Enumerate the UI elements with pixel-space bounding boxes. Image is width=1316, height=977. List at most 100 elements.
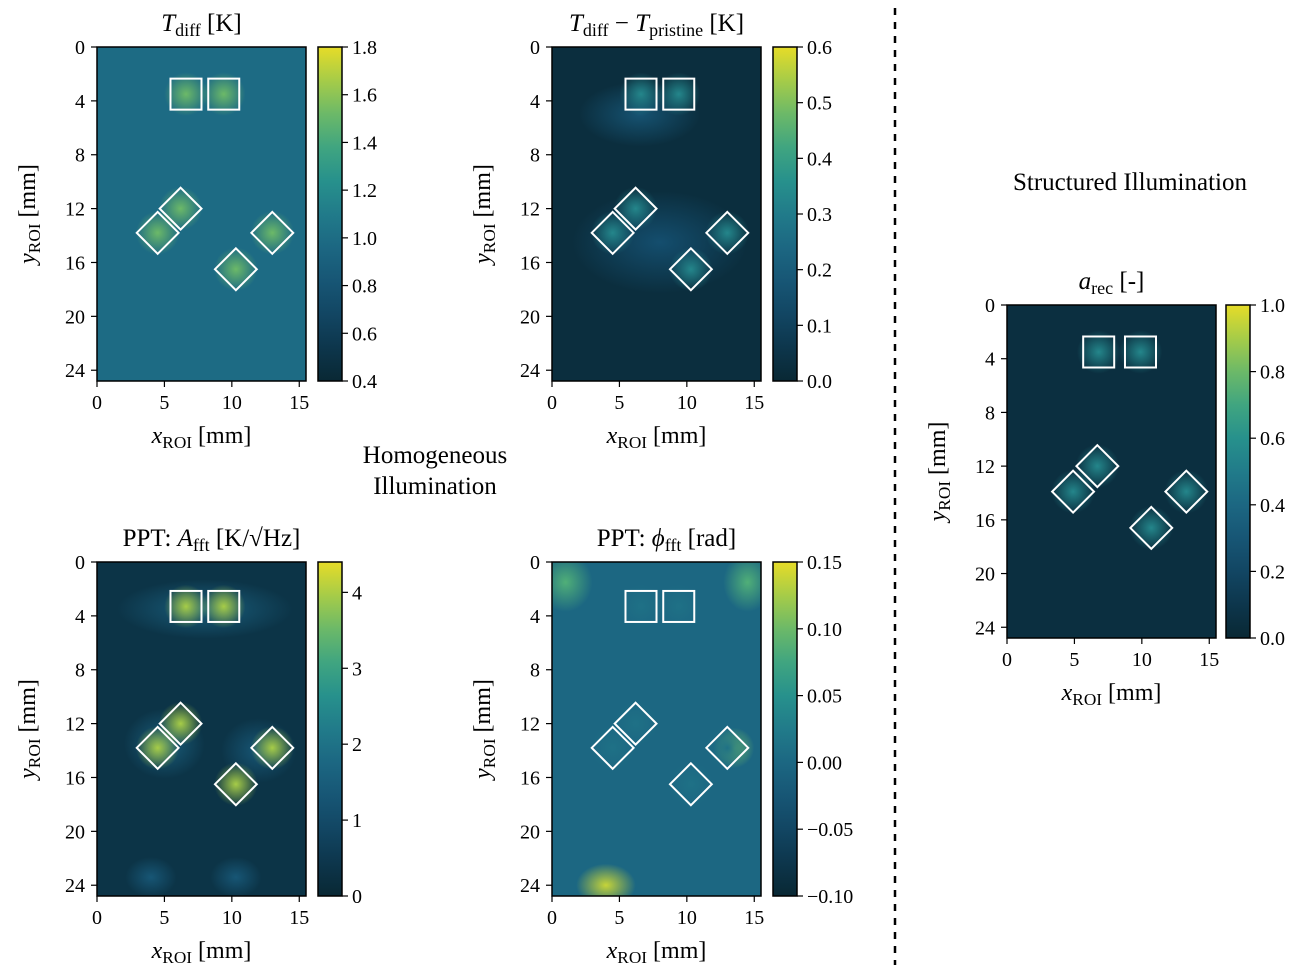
colorbar-tick-label: 4 <box>352 582 362 604</box>
y-tick-label: 20 <box>65 306 85 328</box>
y-tick-label: 4 <box>75 91 85 113</box>
defect-marker-diamond <box>213 246 259 292</box>
colorbar-tick-label: 0.8 <box>352 276 377 298</box>
x-tick-label: 15 <box>1199 649 1219 671</box>
defect-marker-diamond <box>158 186 203 231</box>
defect-marker-diamond <box>1050 469 1096 514</box>
y-tick-label: 16 <box>520 767 540 789</box>
colorbar <box>317 46 343 382</box>
x-tick-label: 10 <box>677 392 697 414</box>
x-tick-label: 10 <box>222 392 242 414</box>
structured-illumination-label: Structured Illumination <box>1013 169 1247 196</box>
defect-hotspot <box>590 726 635 770</box>
y-axis-label: yROI [mm] <box>15 679 44 781</box>
colorbar-tick-label: 1.6 <box>352 85 377 107</box>
homogeneous-illumination-label: Homogeneous Illumination <box>330 440 540 502</box>
defect-marker-square <box>1123 335 1157 369</box>
colorbar-tick-label: 0.0 <box>1260 628 1285 650</box>
x-tick-label: 5 <box>614 392 624 414</box>
y-tick-label: 24 <box>520 360 540 382</box>
defect-hotspot <box>669 247 713 291</box>
defect-hotspot <box>250 211 294 255</box>
homogeneous-label-line1: Homogeneous <box>362 442 508 469</box>
colorbar <box>772 46 798 382</box>
y-tick-label: 16 <box>65 252 85 274</box>
y-tick-label: 12 <box>975 456 995 478</box>
defect-hotspot <box>657 584 701 629</box>
x-tick-label: 10 <box>677 907 697 929</box>
colorbar-tick-label: 0.4 <box>1260 495 1285 517</box>
colorbar-tick-label: 0 <box>352 886 362 908</box>
defect-hotspot <box>202 584 246 629</box>
colorbar-tick-label: 0.6 <box>352 323 377 345</box>
y-tick-label: 20 <box>520 821 540 843</box>
defect-hotspot <box>590 211 635 255</box>
homogeneous-label-line2: Illumination <box>373 473 497 500</box>
y-tick-label: 16 <box>520 252 540 274</box>
y-axis-label: yROI [mm] <box>470 164 499 266</box>
colorbar-tick-label: 1.2 <box>352 180 377 202</box>
colorbar-tick-label: 1.0 <box>352 228 377 250</box>
defect-marker-diamond <box>249 210 295 256</box>
y-tick-label: 8 <box>530 660 540 682</box>
x-tick-label: 0 <box>92 907 102 929</box>
y-tick-label: 24 <box>520 875 540 897</box>
x-tick-label: 5 <box>1069 649 1079 671</box>
defect-marker-diamond <box>1074 443 1120 489</box>
defect-hotspot <box>657 72 701 116</box>
colorbar-tick-label: 0.1 <box>807 315 832 337</box>
defect-hotspot <box>1076 330 1121 374</box>
x-tick-label: 15 <box>744 392 764 414</box>
y-tick-label: 0 <box>530 37 540 59</box>
x-tick-label: 5 <box>159 392 169 414</box>
colorbar-tick-label: −0.05 <box>807 819 853 841</box>
colorbar-tick-label: 1.0 <box>1260 295 1285 317</box>
x-tick-label: 10 <box>222 907 242 929</box>
defect-marker-square <box>207 77 241 111</box>
colorbar-tick-label: 0.4 <box>807 148 832 170</box>
defect-hotspot <box>164 72 208 116</box>
defect-hotspot <box>669 762 713 806</box>
colorbar-tick-label: 0.0 <box>807 371 832 393</box>
defect-marker-diamond <box>613 701 658 746</box>
defect-marker-diamond <box>135 725 181 771</box>
colorbar-tick-label: 0.6 <box>807 37 832 59</box>
defect-hotspot <box>135 726 180 770</box>
defect-marker-diamond <box>613 186 658 231</box>
heatmap-panel-ppt-phase: 0 5 10 15 0 4 8 12 16 20 24 xROI [mm] yROI [mm] PPT: … <box>470 525 853 967</box>
defect-hotspot <box>1118 330 1163 374</box>
defect-marker-diamond <box>249 725 295 771</box>
x-tick-label: 15 <box>289 907 309 929</box>
colorbar-tick-label: 0.5 <box>807 93 832 115</box>
y-tick-label: 4 <box>985 349 995 371</box>
y-tick-label: 20 <box>975 564 995 586</box>
defect-marker-square <box>662 77 696 111</box>
colorbar <box>1225 304 1251 639</box>
colorbar <box>317 561 343 897</box>
y-tick-label: 24 <box>65 875 85 897</box>
y-tick-label: 20 <box>520 306 540 328</box>
axes-frame <box>96 46 307 382</box>
y-tick-label: 16 <box>975 510 995 532</box>
y-tick-label: 8 <box>985 402 995 424</box>
panel-title: PPT: ϕfft [rad] <box>597 525 736 555</box>
defect-marker-diamond <box>1128 505 1174 551</box>
colorbar-tick-label: 0.05 <box>807 686 842 708</box>
heatmap-image <box>552 562 761 896</box>
colorbar-tick-label: 2 <box>352 734 362 756</box>
defect-marker-diamond <box>590 725 636 771</box>
y-tick-label: 16 <box>65 767 85 789</box>
colorbar-tick-label: 0.10 <box>807 619 842 641</box>
x-axis-label: xROI [mm] <box>151 423 252 452</box>
heatmap-field <box>723 562 761 612</box>
y-tick-label: 12 <box>520 199 540 221</box>
heatmap-panel-arec: 0 5 10 15 0 4 8 12 16 20 24 xROI [mm] yROI [mm] arec … <box>925 268 1285 709</box>
defect-marker-diamond <box>213 761 259 807</box>
defect-marker-square <box>662 589 696 623</box>
x-axis-label: xROI [mm] <box>1061 680 1162 709</box>
defect-hotspot <box>214 762 258 806</box>
panel-title: Tdiff − Tpristine [K] <box>569 10 744 40</box>
colorbar-tick-label: 0.3 <box>807 204 832 226</box>
colorbar-tick-label: −0.10 <box>807 886 853 908</box>
y-tick-label: 8 <box>75 660 85 682</box>
